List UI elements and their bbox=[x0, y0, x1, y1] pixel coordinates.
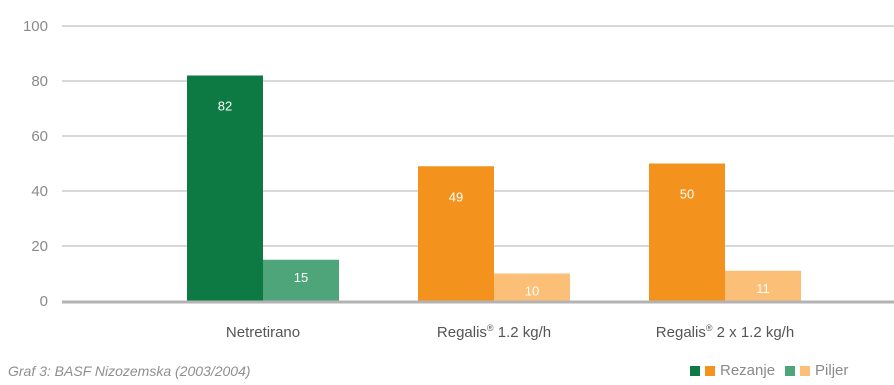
bar-3-rezanje bbox=[649, 163, 725, 301]
x-tick-label-1: Netretirano bbox=[226, 324, 300, 341]
bar-1-piljenje bbox=[263, 259, 339, 301]
legend: Rezanje Piljer bbox=[690, 362, 858, 379]
data-label-2-piljenje: 10 bbox=[525, 284, 539, 299]
legend-swatch-rezanje-orange bbox=[705, 365, 715, 376]
bar-1-rezanje bbox=[187, 75, 263, 301]
bar-2-rezanje bbox=[418, 166, 494, 301]
legend-label-rezanje: Rezanje bbox=[720, 362, 776, 379]
data-label-1-rezanje: 82 bbox=[218, 99, 232, 114]
legend-swatch-piljenje-green bbox=[785, 365, 796, 376]
y-tick-label-20: 20 bbox=[31, 238, 48, 255]
y-tick-label-100: 100 bbox=[23, 18, 48, 35]
data-label-1-piljenje: 15 bbox=[294, 270, 308, 285]
legend-label-piljenje: Piljer bbox=[815, 362, 849, 379]
y-tick-label-80: 80 bbox=[31, 73, 48, 90]
y-tick-label-0: 0 bbox=[40, 293, 48, 310]
legend-swatch-rezanje-green bbox=[690, 365, 700, 376]
legend-swatch-piljenje-orange bbox=[800, 365, 811, 376]
x-tick-label-2: Regalis® 1.2 kg/h bbox=[437, 323, 551, 341]
chart-caption: Graf 3: BASF Nizozemska (2003/2004) bbox=[8, 363, 251, 379]
data-label-3-rezanje: 50 bbox=[680, 187, 694, 202]
y-tick-label-60: 60 bbox=[31, 128, 48, 145]
bar-2-piljenje bbox=[494, 273, 570, 301]
x-tick-label-3: Regalis® 2 x 1.2 kg/h bbox=[656, 323, 794, 341]
y-tick-label-40: 40 bbox=[31, 183, 48, 200]
data-label-3-piljenje: 11 bbox=[756, 281, 770, 296]
bar-3-piljenje bbox=[725, 270, 801, 301]
data-label-2-rezanje: 49 bbox=[449, 189, 463, 204]
